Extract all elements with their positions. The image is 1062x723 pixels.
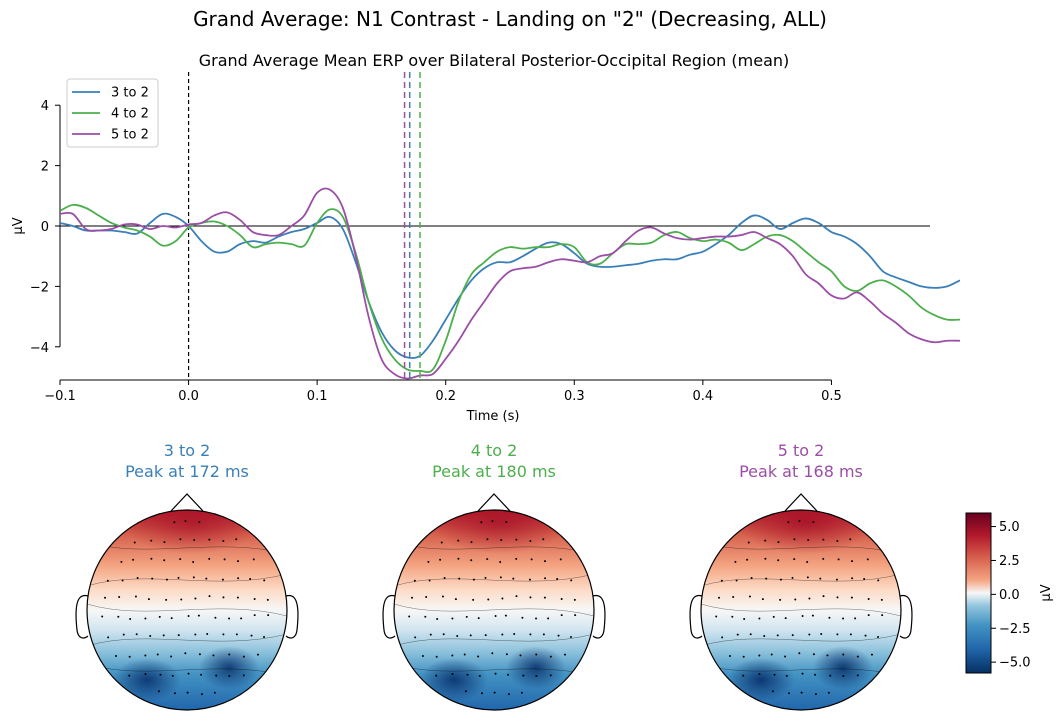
erp-lines [60, 187, 960, 380]
erp-x-tick-label: 0.5 [821, 389, 842, 404]
erp-x-tick-label: 0.3 [564, 389, 585, 404]
erp-peak-markers [403, 72, 421, 380]
topomap-peak-label-2: Peak at 180 ms [432, 462, 556, 481]
head-outline-2 [393, 509, 595, 711]
colorbar-gradient [965, 512, 992, 674]
right-ear-3 [899, 594, 913, 639]
erp-y-tick-label: 0 [41, 220, 49, 235]
right-ear-2 [592, 594, 606, 639]
topomap-field-2 [394, 510, 594, 710]
colorbar-tick-label: −5.0 [999, 656, 1031, 671]
topomap-3: 5 to 2 Peak at 168 ms [689, 441, 913, 711]
erp-axes: −0.1 0.0 0.1 0.2 0.3 0.4 0.5 −4 −2 0 2 4 [30, 72, 930, 404]
nose-2 [477, 493, 511, 512]
topomap-title-1: 3 to 2 [164, 441, 211, 460]
topomap-2: 4 to 2 Peak at 180 ms [382, 441, 606, 711]
colorbar-tick-label: 0.0 [999, 588, 1020, 603]
legend-label-3: 5 to 2 [111, 128, 149, 143]
erp-x-tick-label: 0.4 [693, 389, 714, 404]
erp-y-axis-label: µV [11, 217, 26, 234]
erp-legend-frame [66, 78, 159, 148]
erp-y-tick-label: −2 [30, 280, 49, 295]
colorbar-tick-label: 5.0 [999, 520, 1020, 535]
erp-y-tick-label: −4 [30, 341, 49, 356]
erp-x-tick-label: 0.1 [307, 389, 328, 404]
erp-x-tick-label: 0.0 [178, 389, 199, 404]
topomap-title-2: 4 to 2 [471, 441, 518, 460]
figure-suptitle: Grand Average: N1 Contrast - Landing on … [193, 7, 827, 31]
left-ear-1 [75, 594, 89, 639]
erp-panel: Grand Average Mean ERP over Bilateral Po… [11, 51, 960, 424]
erp-x-tick-label: 0.2 [435, 389, 456, 404]
left-ear-3 [689, 594, 703, 639]
topomap-peak-label-3: Peak at 168 ms [739, 462, 863, 481]
erp-x-tick-label: −0.1 [44, 389, 76, 404]
erp-x-axis-label: Time (s) [466, 409, 520, 424]
colorbar: −5.0 −2.5 0.0 2.5 5.0 µV [965, 512, 1054, 674]
legend-label-1: 3 to 2 [111, 86, 149, 101]
erp-legend: 3 to 2 4 to 2 5 to 2 [66, 78, 159, 148]
topomap-panel: 3 to 2 Peak at 172 ms 4 to 2 Peak at 180 ms… [75, 441, 913, 711]
colorbar-tick-label: 2.5 [999, 554, 1020, 569]
topomap-peak-label-1: Peak at 172 ms [125, 462, 249, 481]
colorbar-tick-label: −2.5 [999, 622, 1031, 637]
head-outline-3 [700, 509, 902, 711]
erp-series-line-2 [60, 203, 960, 374]
erp-series-line-1 [60, 212, 960, 359]
topomap-title-3: 5 to 2 [778, 441, 825, 460]
erp-y-tick-label: 4 [41, 99, 49, 114]
topomap-1: 3 to 2 Peak at 172 ms [75, 441, 299, 711]
erp-y-tick-label: 2 [41, 160, 49, 175]
left-ear-2 [382, 594, 396, 639]
nose-1 [170, 493, 204, 512]
colorbar-label: µV [1039, 584, 1054, 601]
erp-title: Grand Average Mean ERP over Bilateral Po… [199, 51, 790, 70]
head-outline-1 [86, 509, 288, 711]
erp-series-line-3 [60, 187, 960, 380]
topomap-field-3 [701, 510, 901, 710]
right-ear-1 [285, 594, 299, 639]
nose-3 [784, 493, 818, 512]
topomap-field-1 [87, 510, 287, 710]
legend-label-2: 4 to 2 [111, 107, 149, 122]
